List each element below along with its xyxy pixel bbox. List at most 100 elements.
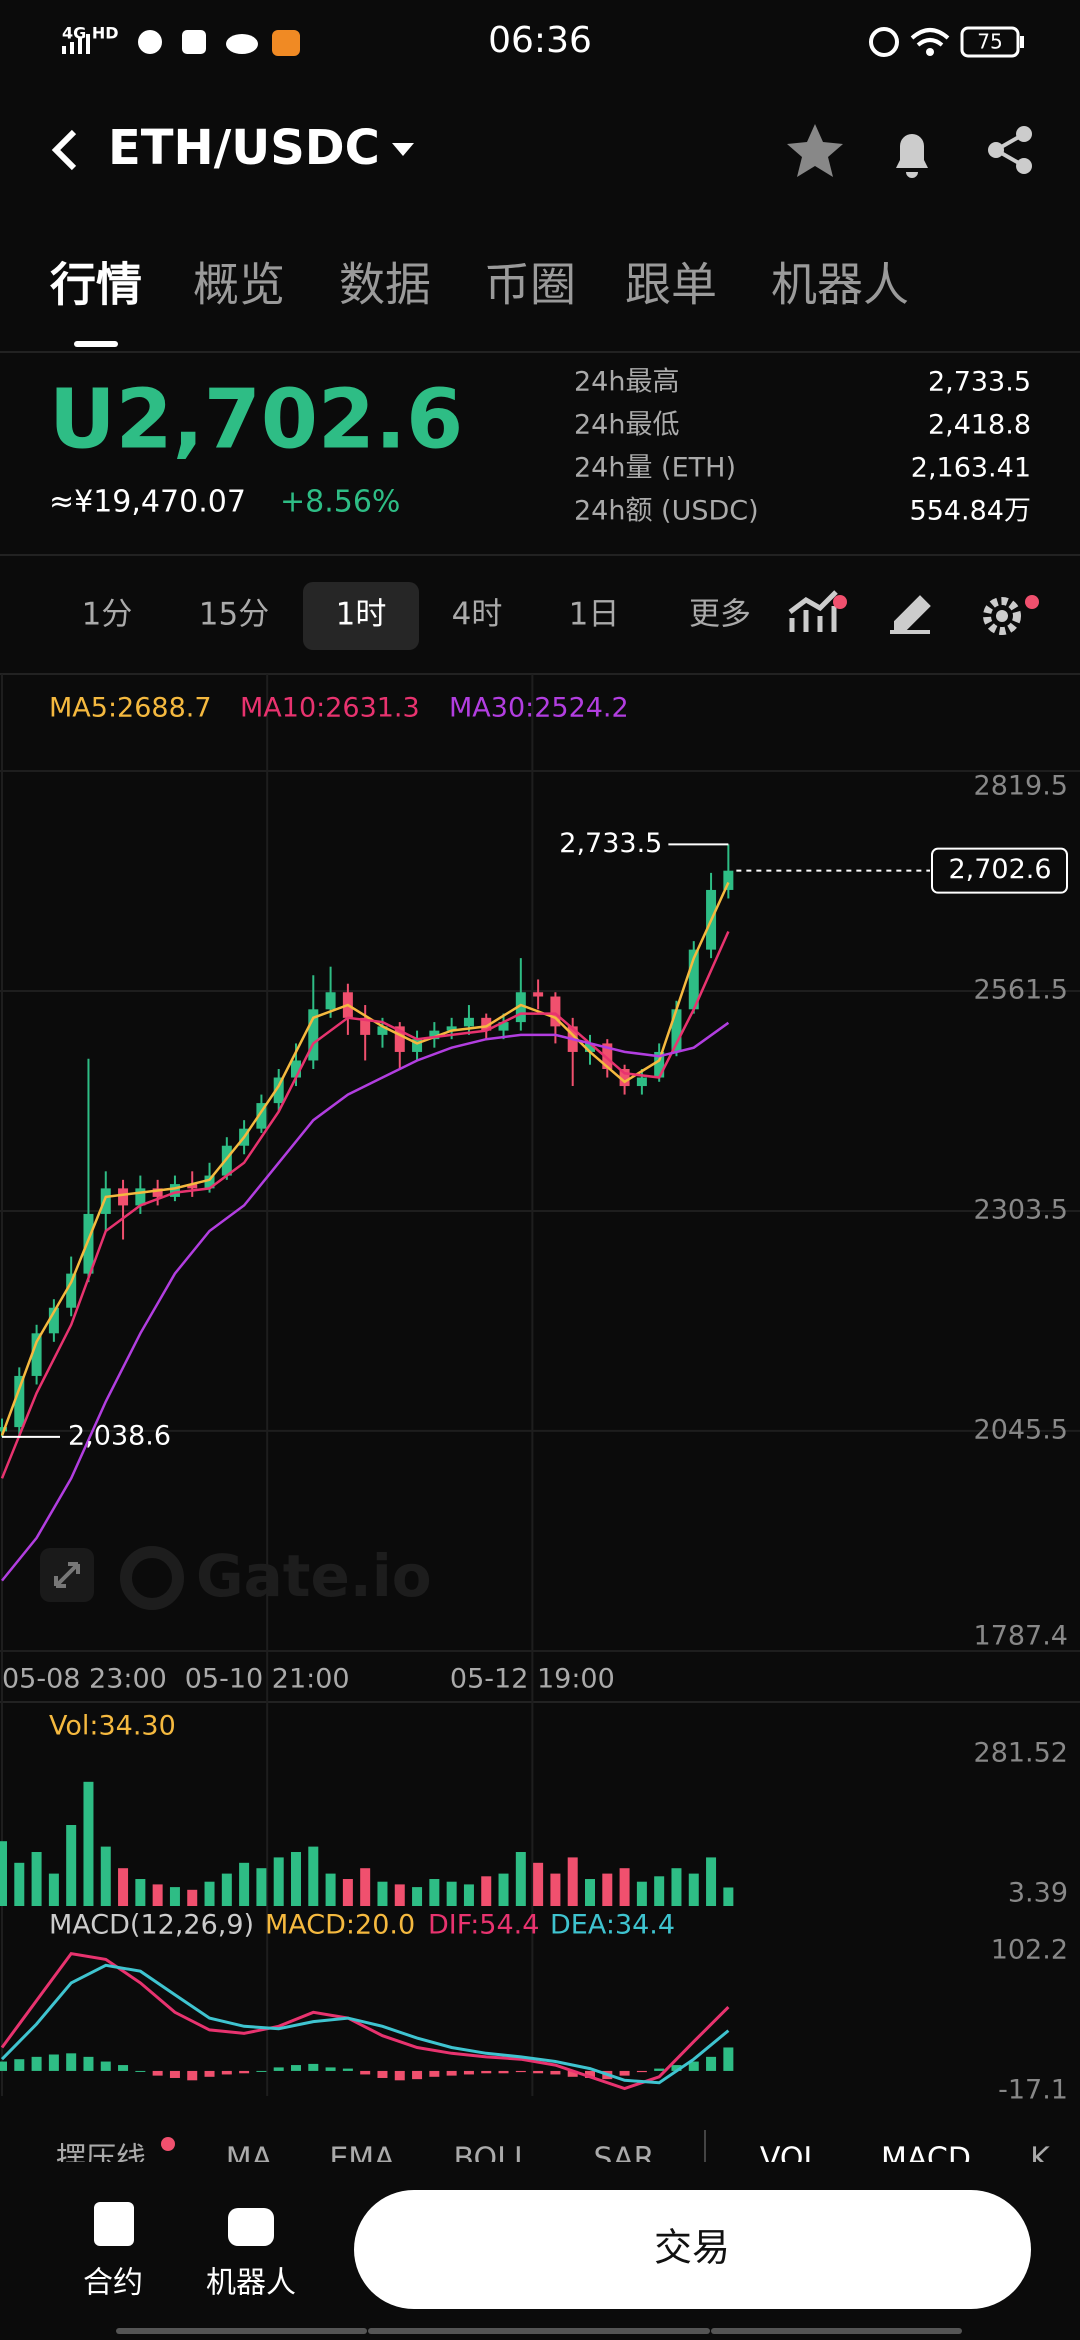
contract-icon[interactable] [94,2202,134,2246]
volume-bar [723,1887,734,1906]
macd-bar [308,2063,319,2071]
back-button[interactable] [51,129,77,171]
volume-bar [377,1881,388,1906]
candle-body [291,1060,301,1078]
candle-body [654,1051,665,1078]
trade-label[interactable]: 交易 [654,2226,730,2270]
volume-bar [83,1781,94,1906]
draw-button[interactable] [890,595,931,634]
volume-bar [412,1887,423,1906]
volume-bar [308,1846,319,1906]
volume-bar [654,1876,665,1906]
robot-icon[interactable] [228,2208,274,2246]
share[interactable] [988,126,1032,174]
macd-bar [83,2056,94,2071]
volume-bar [446,1881,457,1906]
y-tick-label: 2561.5 [974,974,1068,1005]
macd-bar [463,2070,474,2075]
volume-bar [550,1873,561,1906]
volume-bar [31,1852,42,1906]
macd-line [0,1951,730,2091]
candle-body [187,1184,198,1189]
legend-entry: MA30:2524.2 [449,693,629,724]
macd-bar [187,2070,198,2081]
macd-label: DEA:34.4 [550,1910,675,1941]
indicator-button[interactable] [788,590,838,632]
volume-bar [325,1873,336,1906]
favorite[interactable] [787,124,843,177]
volume-bar [135,1879,146,1906]
macd-bar [239,2070,250,2074]
macd-line [0,1963,730,2085]
y-tick-label: 2819.5 [974,771,1068,802]
macd-bar [256,2070,267,2072]
volume-bar [498,1873,509,1906]
tab[interactable]: 币圈 [484,258,576,312]
candle-body [204,1175,215,1189]
macd-bar [550,2070,561,2075]
alert[interactable] [896,134,928,178]
candle-body [48,1307,59,1334]
stat-value: 554.84万 [910,496,1031,527]
clock: 06:36 [488,20,592,61]
last-price-label: 2,702.6 [948,854,1051,885]
settings-button[interactable] [983,597,1021,635]
macd-bar [14,2059,25,2071]
x-tick-label: 05-10 21:00 [185,1664,350,1695]
contract-label[interactable]: 合约 [83,2266,143,2301]
volume-bar [100,1846,111,1906]
interval[interactable]: 1时 [336,597,387,633]
volume-bar [360,1868,371,1906]
macd-bar [169,2070,180,2078]
tab[interactable]: 概览 [193,258,285,312]
macd-bar [0,2061,7,2071]
candle-body [256,1103,267,1129]
tab[interactable]: 跟单 [625,258,717,312]
watermark: Gate.io [196,1542,432,1610]
candle-body [152,1188,163,1197]
stat-label: 24h最高 [574,367,679,398]
volume-bar [515,1852,526,1906]
tab[interactable]: 机器人 [771,258,909,312]
interval[interactable]: 1分 [82,597,133,633]
candle-body [31,1333,42,1376]
pair-dropdown[interactable] [392,143,414,156]
macd-bar [221,2070,232,2075]
legend-entry: MA10:2631.3 [240,693,420,724]
candle-body [83,1213,94,1274]
macd-bar [118,2065,129,2071]
macd-bar [567,2070,578,2077]
badge [161,2137,175,2151]
volume-bar [394,1884,405,1906]
interval[interactable]: 4时 [452,597,503,633]
expand-button[interactable] [40,1548,94,1602]
tab[interactable]: 数据 [339,258,431,312]
candle-body [394,1026,405,1052]
candle-body [221,1145,232,1176]
interval[interactable]: 更多 [689,597,751,633]
macd-bar [360,2070,371,2075]
macd-title: MACD(12,26,9) [49,1910,254,1941]
robot-label[interactable]: 机器人 [206,2266,296,2301]
stat-label: 24h最低 [574,410,679,441]
macd-bar [498,2070,509,2074]
macd-bar [688,2061,699,2071]
macd-bar [654,2068,665,2071]
y-tick-label: 1787.4 [974,1621,1068,1652]
status-right [869,26,1024,58]
last-price: U2,702.6 [49,372,463,467]
macd-bar [636,2070,647,2073]
ma-line [1,1021,730,1582]
volume-bar [481,1876,492,1906]
interval[interactable]: 15分 [199,597,269,633]
volume-bar [688,1873,699,1906]
volume-bar [221,1873,232,1906]
macd-bar [152,2070,163,2076]
trade-button[interactable] [354,2190,1031,2309]
interval[interactable]: 1日 [569,597,620,633]
tab[interactable]: 行情 [50,258,142,312]
candle-body [377,1026,388,1035]
macd-bar [66,2053,77,2071]
pair-title[interactable]: ETH/USDC [108,120,380,176]
